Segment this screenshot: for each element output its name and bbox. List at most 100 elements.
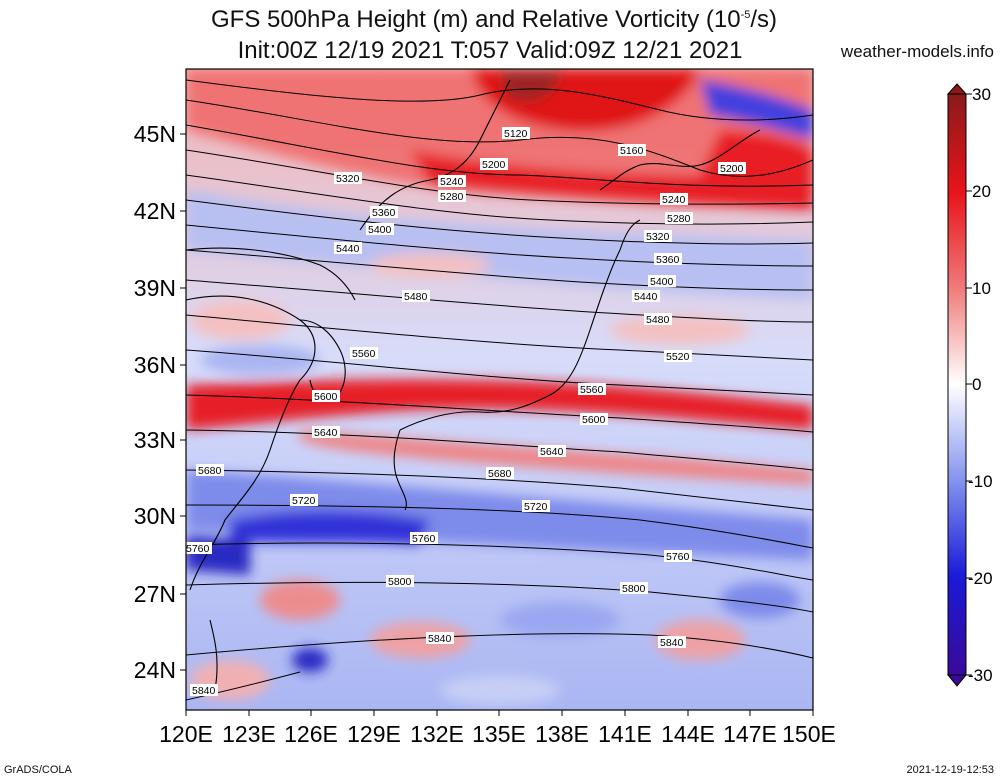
contour-label: 5480 — [402, 290, 430, 303]
svg-text:5800: 5800 — [388, 576, 412, 588]
contour-label: 5680 — [196, 464, 224, 477]
colorbar-label: -10 — [968, 472, 993, 491]
lon-label: 141E — [598, 721, 652, 747]
contour-label: 5600 — [312, 390, 340, 403]
colorbar-label: 20 — [972, 182, 991, 201]
lon-label: 129E — [347, 721, 401, 747]
contour-label: 5760 — [186, 542, 212, 555]
latitude-labels: 45N 42N 39N 36N 33N 30N 27N 24N — [134, 121, 176, 683]
coastline — [186, 79, 761, 691]
svg-text:5600: 5600 — [582, 414, 606, 426]
contour-label: 5720 — [522, 500, 550, 513]
svg-text:5840: 5840 — [428, 633, 452, 645]
svg-text:5600: 5600 — [314, 391, 338, 403]
contour-label: 5560 — [350, 347, 378, 360]
svg-text:5520: 5520 — [666, 351, 690, 363]
svg-text:5320: 5320 — [336, 173, 360, 185]
lat-label: 36N — [134, 352, 176, 378]
contour-label: 5600 — [580, 413, 608, 426]
svg-text:5200: 5200 — [482, 159, 506, 171]
contour-label: 5480 — [644, 313, 672, 326]
colorbar-label: 30 — [972, 85, 991, 104]
svg-text:5480: 5480 — [646, 314, 670, 326]
lon-label: 138E — [535, 721, 589, 747]
svg-text:5560: 5560 — [580, 384, 604, 396]
contour-label: 5320 — [334, 172, 362, 185]
axis-ticks — [180, 133, 814, 716]
svg-text:5640: 5640 — [314, 427, 338, 439]
svg-text:5560: 5560 — [352, 348, 376, 360]
footer-software: GrADS/COLA — [4, 764, 72, 776]
colorbar-bar — [947, 93, 967, 676]
svg-text:5680: 5680 — [198, 465, 222, 477]
lat-label: 45N — [134, 121, 176, 147]
svg-text:5360: 5360 — [656, 254, 680, 266]
contour-label: 5840 — [426, 632, 454, 645]
lon-label: 132E — [410, 721, 464, 747]
contour-label: 5800 — [386, 575, 414, 588]
lon-label: 126E — [284, 721, 338, 747]
contour-label: 5200 — [480, 158, 508, 171]
contour-label: 5400 — [648, 275, 676, 288]
colorbar-max-arrow — [946, 83, 968, 95]
svg-text:5800: 5800 — [622, 583, 646, 595]
svg-text:5200: 5200 — [720, 163, 744, 175]
svg-text:5280: 5280 — [667, 213, 691, 225]
contour-label: 5640 — [538, 445, 566, 458]
colorbar: 30 20 10 0 -10 -20 -30 — [946, 83, 993, 687]
contour-label: 5560 — [578, 383, 606, 396]
contour-label: 5440 — [632, 290, 660, 303]
lon-label: 120E — [159, 721, 213, 747]
lon-label: 150E — [782, 721, 836, 747]
lon-label: 135E — [472, 721, 526, 747]
colorbar-label: 10 — [972, 279, 991, 298]
lat-label: 39N — [134, 275, 176, 301]
contour-label: 5200 — [718, 162, 746, 175]
contour-label: 5280 — [665, 212, 693, 225]
contour-label: 5760 — [664, 550, 692, 563]
contour-label: 5360 — [654, 253, 682, 266]
svg-text:5760: 5760 — [666, 551, 690, 563]
contour-label: 5760 — [410, 532, 438, 545]
lon-label: 123E — [222, 721, 276, 747]
longitude-labels: 120E 123E 126E 129E 132E 135E 138E 141E … — [159, 721, 836, 747]
svg-text:5440: 5440 — [336, 243, 360, 255]
colorbar-label: 0 — [972, 375, 981, 394]
colorbar-label: -20 — [968, 569, 993, 588]
lon-label: 147E — [723, 721, 777, 747]
contour-label: 5640 — [312, 426, 340, 439]
contour-label: 5440 — [334, 242, 362, 255]
contour-label: 5520 — [664, 350, 692, 363]
svg-text:5400: 5400 — [650, 276, 674, 288]
contour-label: 5800 — [620, 582, 648, 595]
height-contours — [186, 79, 813, 701]
contour-label: 5840 — [190, 684, 218, 697]
colorbar-label: -30 — [968, 666, 993, 685]
vorticity-field — [186, 69, 813, 710]
lat-label: 42N — [134, 198, 176, 224]
svg-text:5240: 5240 — [662, 194, 686, 206]
contour-label: 5680 — [486, 467, 514, 480]
map-title-line2: Init:00Z 12/19 2021 T:057 Valid:09Z 12/2… — [237, 37, 743, 64]
svg-text:5120: 5120 — [504, 128, 528, 140]
map-title-line1: GFS 500hPa Height (m) and Relative Vorti… — [210, 6, 778, 33]
contour-label: 5360 — [370, 206, 398, 219]
contour-label: 5160 — [618, 144, 646, 157]
contour-label: 5840 — [658, 636, 686, 649]
contour-label: 5400 — [366, 223, 394, 236]
lon-label: 144E — [661, 721, 715, 747]
svg-text:5480: 5480 — [404, 291, 428, 303]
svg-text:5400: 5400 — [368, 224, 392, 236]
svg-text:5160: 5160 — [620, 145, 644, 157]
colorbar-min-arrow — [946, 674, 968, 687]
lat-label: 30N — [134, 503, 176, 529]
svg-text:5840: 5840 — [192, 685, 216, 697]
contour-label: 5120 — [502, 127, 530, 140]
svg-text:5320: 5320 — [646, 231, 670, 243]
contour-label: 5280 — [438, 190, 466, 203]
svg-text:5760: 5760 — [186, 543, 210, 555]
svg-text:5840: 5840 — [660, 637, 684, 649]
lat-label: 27N — [134, 581, 176, 607]
site-watermark: weather-models.info — [840, 42, 994, 61]
svg-text:5760: 5760 — [412, 533, 436, 545]
